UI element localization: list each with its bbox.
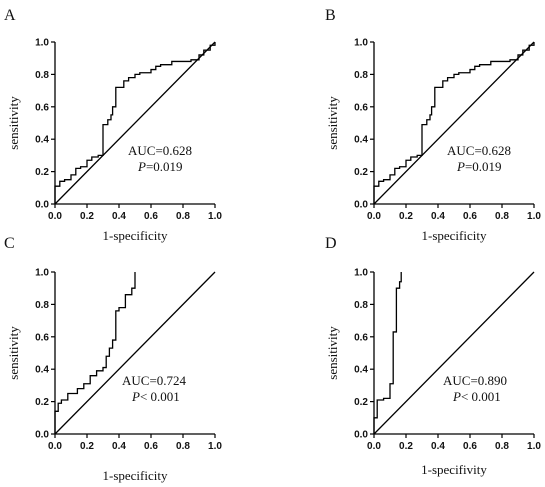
p-value: =0.019: [465, 159, 502, 174]
x-axis-label: 1-specificity: [103, 228, 168, 243]
x-tick-label: 0.2: [399, 441, 413, 452]
y-tick-label: 1.0: [35, 268, 49, 279]
panel-letter: D: [325, 235, 337, 252]
y-tick-label: 1.0: [35, 38, 49, 49]
x-tick-label: 0.6: [144, 441, 158, 452]
p-value-annotation: P=0.019: [456, 159, 502, 174]
y-tick-label: 0.2: [354, 397, 368, 408]
y-tick-label: 0.4: [35, 135, 49, 146]
y-tick-label: 0.0: [35, 430, 49, 441]
roc-curve: [373, 42, 535, 204]
p-symbol: P: [137, 159, 146, 174]
panel-letter: B: [325, 7, 336, 24]
roc-curve: [373, 272, 402, 434]
y-axis-label: sensitivity: [325, 326, 340, 380]
p-value-annotation: P< 0.001: [131, 389, 180, 404]
y-axis-label: sensitivity: [325, 96, 340, 150]
panel-letter: A: [4, 7, 16, 24]
x-tick-label: 1.0: [208, 441, 222, 452]
x-tick-label: 0.0: [48, 211, 62, 222]
x-axis-label: 1-specifivity: [421, 462, 487, 477]
y-tick-label: 0.0: [354, 430, 368, 441]
y-tick-label: 0.8: [35, 70, 49, 81]
roc-panel-d: D 0.0 0.2 0.4 0.6 0.8 1.0 0.0 0.2 0.4 0.6 0.8 1.0 1-s…: [325, 235, 541, 477]
y-tick-label: 0.2: [35, 167, 49, 178]
y-tick-label: 0.4: [354, 135, 368, 146]
x-tick-label: 0.2: [80, 441, 94, 452]
y-tick-label: 0.2: [354, 167, 368, 178]
y-tick-label: 1.0: [354, 268, 368, 279]
x-axis-label: 1-specificity: [422, 228, 487, 243]
x-tick-label: 0.6: [144, 211, 158, 222]
x-tick-label: 0.6: [463, 441, 477, 452]
x-tick-label: 1.0: [208, 211, 222, 222]
x-tick-label: 0.0: [48, 441, 62, 452]
p-value-annotation: P< 0.001: [452, 389, 501, 404]
auc-annotation: AUC=0.890: [443, 373, 507, 388]
y-axis-label: sensitivity: [6, 326, 21, 380]
y-tick-label: 0.0: [354, 200, 368, 211]
p-value-annotation: P=0.019: [137, 159, 183, 174]
p-symbol: P: [452, 389, 461, 404]
x-tick-label: 1.0: [527, 211, 541, 222]
reference-diagonal: [54, 41, 216, 205]
y-tick-label: 0.8: [354, 70, 368, 81]
x-tick-label: 0.4: [431, 211, 445, 222]
x-tick-label: 0.4: [431, 441, 445, 452]
x-tick-label: 0.0: [367, 441, 381, 452]
p-value: < 0.001: [140, 389, 180, 404]
x-tick-label: 0.2: [80, 211, 94, 222]
y-tick-label: 0.4: [354, 365, 368, 376]
reference-diagonal: [373, 41, 535, 205]
x-tick-label: 0.8: [495, 441, 509, 452]
y-tick-label: 0.8: [35, 300, 49, 311]
y-tick-label: 0.6: [354, 102, 368, 113]
y-tick-label: 1.0: [354, 38, 368, 49]
roc-panel-b: B 0.0 0.2 0.4 0.6 0.8 1.0 0.0 0.2 0.4 0.6 0.8 1.0 1-s…: [325, 7, 541, 243]
auc-annotation: AUC=0.628: [128, 143, 192, 158]
y-tick-label: 0.6: [354, 332, 368, 343]
auc-annotation: AUC=0.724: [122, 373, 187, 388]
p-value: =0.019: [146, 159, 183, 174]
x-tick-label: 0.8: [495, 211, 509, 222]
y-tick-label: 0.6: [35, 102, 49, 113]
roc-panel-c: C 0.0 0.2 0.4 0.6 0.8 1.0 0.0 0.2 0.4 0.6 0.8 1.0 1-s…: [4, 235, 222, 483]
p-value: < 0.001: [461, 389, 501, 404]
reference-diagonal: [373, 271, 535, 435]
p-symbol: P: [456, 159, 465, 174]
auc-annotation: AUC=0.628: [447, 143, 511, 158]
y-tick-label: 0.0: [35, 200, 49, 211]
roc-curve: [54, 42, 216, 204]
roc-curve: [54, 272, 136, 434]
x-tick-label: 0.8: [176, 211, 190, 222]
y-axis-label: sensitivity: [6, 96, 21, 150]
y-tick-label: 0.8: [354, 300, 368, 311]
reference-diagonal: [54, 271, 216, 435]
roc-panel-a: A 0.0 0.2 0.4 0.6 0.8 1.0 0.0 0.2 0.4 0.6 0.8 1.0 1-s…: [4, 7, 222, 243]
x-tick-label: 1.0: [527, 441, 541, 452]
y-tick-label: 0.4: [35, 365, 49, 376]
x-tick-label: 0.8: [176, 441, 190, 452]
x-tick-label: 0.6: [463, 211, 477, 222]
y-tick-label: 0.6: [35, 332, 49, 343]
panel-letter: C: [4, 235, 15, 252]
x-axis-label: 1-specificity: [103, 468, 168, 483]
x-tick-label: 0.4: [112, 441, 126, 452]
y-tick-label: 0.2: [35, 397, 49, 408]
x-tick-label: 0.2: [399, 211, 413, 222]
p-symbol: P: [131, 389, 140, 404]
x-tick-label: 0.0: [367, 211, 381, 222]
x-tick-label: 0.4: [112, 211, 126, 222]
